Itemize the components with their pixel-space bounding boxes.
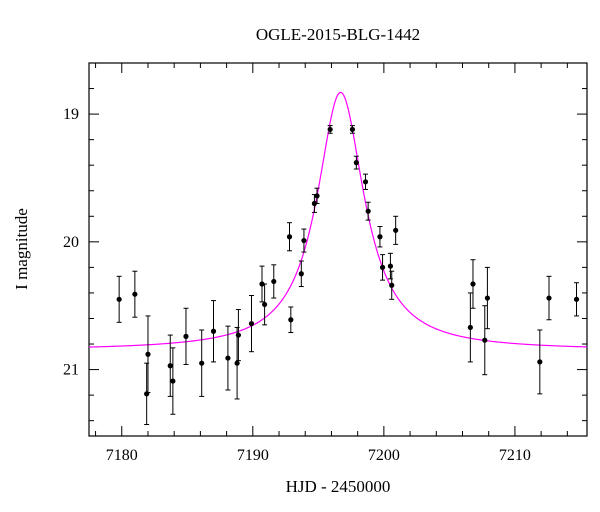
point-marker bbox=[199, 360, 205, 366]
point-marker bbox=[286, 234, 293, 240]
point-marker bbox=[288, 317, 294, 323]
point-marker bbox=[167, 363, 173, 369]
point-marker bbox=[234, 360, 240, 366]
data-point bbox=[167, 334, 173, 397]
point-marker bbox=[235, 332, 241, 338]
y-tick-label: 19 bbox=[63, 106, 79, 123]
data-point bbox=[377, 226, 383, 248]
x-tick-label: 7210 bbox=[499, 447, 531, 464]
data-points-layer bbox=[116, 125, 580, 426]
point-marker bbox=[482, 337, 488, 343]
data-point bbox=[362, 173, 369, 190]
plot-frame bbox=[88, 62, 588, 437]
data-point bbox=[387, 252, 394, 280]
point-marker bbox=[537, 359, 543, 365]
data-point bbox=[537, 329, 543, 395]
y-axis-ticks bbox=[89, 62, 587, 422]
point-marker bbox=[365, 208, 371, 214]
data-point bbox=[225, 325, 231, 391]
point-marker bbox=[349, 126, 356, 133]
data-point bbox=[286, 222, 293, 252]
data-point bbox=[116, 275, 122, 323]
data-point bbox=[259, 265, 265, 303]
y-tick-label: 21 bbox=[63, 362, 79, 379]
point-marker bbox=[470, 281, 476, 287]
x-axis-tick-labels: 7180 7190 7200 7210 bbox=[106, 447, 531, 464]
data-point bbox=[379, 254, 386, 281]
x-tick-label: 7180 bbox=[106, 447, 138, 464]
data-point bbox=[132, 270, 138, 318]
model-curve-layer bbox=[88, 91, 588, 348]
point-marker bbox=[389, 282, 395, 288]
data-point bbox=[301, 228, 307, 253]
data-point bbox=[573, 282, 580, 317]
data-point bbox=[235, 309, 241, 362]
point-marker bbox=[393, 227, 399, 233]
data-point bbox=[183, 307, 189, 365]
data-point bbox=[144, 362, 150, 426]
data-point bbox=[470, 259, 476, 309]
data-point bbox=[393, 215, 399, 245]
data-point bbox=[262, 283, 268, 326]
point-marker bbox=[362, 179, 369, 185]
data-point bbox=[248, 294, 255, 353]
point-marker bbox=[132, 291, 138, 297]
data-point bbox=[365, 201, 371, 221]
point-marker bbox=[484, 295, 490, 301]
x-axis-ticks bbox=[95, 63, 568, 436]
point-marker bbox=[210, 328, 217, 334]
data-point bbox=[389, 270, 395, 300]
point-marker bbox=[301, 237, 307, 244]
point-marker bbox=[271, 278, 277, 285]
point-marker bbox=[387, 263, 394, 269]
data-point bbox=[145, 315, 151, 394]
data-point bbox=[349, 125, 356, 134]
data-point bbox=[353, 155, 359, 170]
data-point bbox=[170, 347, 176, 415]
point-marker bbox=[314, 193, 320, 199]
x-axis-label: HJD - 2450000 bbox=[286, 477, 391, 496]
data-point bbox=[311, 194, 318, 213]
data-point bbox=[484, 266, 490, 330]
data-point bbox=[482, 305, 488, 376]
point-marker bbox=[298, 271, 304, 277]
point-marker bbox=[262, 301, 268, 308]
point-marker bbox=[145, 351, 151, 357]
point-marker bbox=[379, 264, 386, 270]
chart-title: OGLE-2015-BLG-1442 bbox=[256, 25, 420, 44]
data-point bbox=[210, 300, 217, 363]
data-point bbox=[467, 292, 473, 363]
point-marker bbox=[170, 378, 176, 384]
data-point bbox=[546, 275, 552, 321]
point-marker bbox=[248, 320, 255, 327]
model-curve bbox=[88, 91, 588, 348]
data-point bbox=[234, 326, 240, 400]
data-point bbox=[271, 264, 277, 299]
point-marker bbox=[311, 200, 318, 207]
data-point bbox=[288, 306, 294, 334]
y-tick-label: 20 bbox=[63, 234, 79, 251]
point-marker bbox=[183, 333, 189, 339]
y-axis-label: I magnitude bbox=[12, 208, 31, 290]
point-marker bbox=[353, 160, 359, 166]
data-point bbox=[327, 125, 333, 134]
point-marker bbox=[467, 324, 473, 331]
point-marker bbox=[225, 355, 231, 361]
x-tick-label: 7200 bbox=[368, 447, 400, 464]
point-marker bbox=[144, 391, 150, 397]
data-point bbox=[298, 260, 304, 288]
point-marker bbox=[259, 281, 265, 287]
y-axis-tick-labels: 19 20 21 bbox=[63, 106, 79, 378]
data-point bbox=[199, 329, 205, 397]
x-tick-label: 7190 bbox=[237, 447, 269, 464]
point-marker bbox=[116, 296, 122, 302]
point-marker bbox=[546, 295, 552, 301]
data-point bbox=[314, 187, 320, 205]
point-marker bbox=[327, 126, 333, 133]
point-marker bbox=[573, 296, 580, 302]
point-marker bbox=[377, 234, 383, 240]
